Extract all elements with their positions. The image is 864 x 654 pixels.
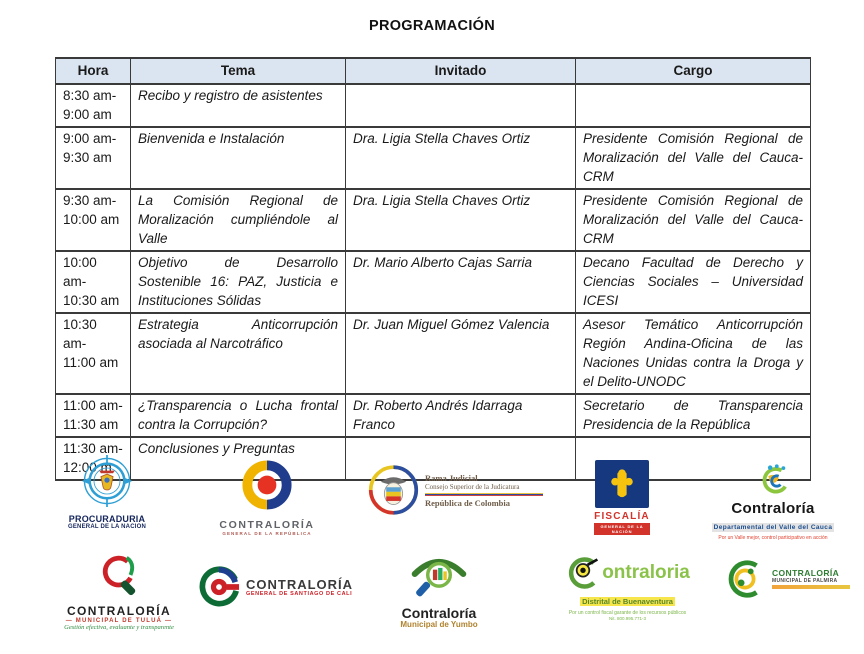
cell-hora: 9:30 am- 10:00 am <box>55 188 131 252</box>
procuraduria-sublabel: GENERAL DE LA NACION <box>67 524 146 530</box>
table-header-row: Hora Tema Invitado Cargo <box>55 57 811 85</box>
cell-invitado: Dra. Ligia Stella Chaves Ortiz <box>345 126 576 190</box>
cell-hora: 9:00 am- 9:30 am <box>55 126 131 190</box>
cell-invitado: Dr. Mario Alberto Cajas Sarria <box>345 250 576 314</box>
table-row: 8:30 am- 9:00 am Recibo y registro de as… <box>55 83 811 128</box>
cell-invitado: Dr. Roberto Andrés Idarraga Franco <box>345 393 576 438</box>
cell-invitado: Dr. Juan Miguel Gómez Valencia <box>345 312 576 395</box>
contraloria-valle-tagline: Por un Valle mejor, control participativ… <box>718 535 828 541</box>
tricolor-rule <box>425 492 543 496</box>
logo-rama-judicial: Rama Judicial Consejo Superior de la Jud… <box>368 462 543 518</box>
table-row: 10:00 am- 10:30 am Objetivo de Desarroll… <box>55 250 811 314</box>
rama-judicial-line1: Rama Judicial <box>425 472 478 483</box>
cell-cargo <box>575 436 811 481</box>
palmira-tagline-bar <box>772 585 850 589</box>
cell-cargo: Secretario de Transparencia Presidencia … <box>575 393 811 438</box>
tulua-magnifier-icon <box>102 555 136 596</box>
contraloria-general-label: CONTRALORÍA <box>219 519 315 531</box>
cell-hora: 10:00 am- 10:30 am <box>55 250 131 314</box>
contraloria-buenaventura-tagline: Por un control fiscal garante de los rec… <box>568 610 687 616</box>
contraloria-general-sublabel: GENERAL DE LA REPÚBLICA <box>222 531 312 536</box>
fiscalia-label: FISCALÍA <box>594 511 650 522</box>
col-header-invitado: Invitado <box>345 57 576 85</box>
rama-judicial-emblem-icon <box>368 465 419 515</box>
contraloria-cali-sublabel: GENERAL DE SANTIAGO DE CALI <box>246 590 353 597</box>
contraloria-valle-icon <box>762 464 787 494</box>
cell-tema: La Comisión Regional de Moralización cum… <box>130 188 346 252</box>
contraloria-general-ring-icon <box>242 460 292 510</box>
page-title: PROGRAMACIÓN <box>368 18 496 34</box>
logo-procuraduria: PROCURADURIA GENERAL DE LA NACION <box>58 455 156 530</box>
cell-tema: Conclusiones y Preguntas <box>130 436 346 481</box>
contraloria-valle-label: Contraloría <box>731 500 815 517</box>
fiscalia-sublabel: GENERAL DE LA NACIÓN <box>594 523 650 535</box>
palmira-text: CONTRALORÍA MUNICIPAL DE PALMIRA <box>772 569 850 589</box>
cell-cargo: Presidente Comisión Regional de Moraliza… <box>575 188 811 252</box>
table-row: 11:30 am- 12:00 m Conclusiones y Pregunt… <box>55 436 811 481</box>
logo-contraloria-valle: Contraloría Departamental del Valle del … <box>698 462 848 541</box>
cell-cargo: Decano Facultad de Derecho y Ciencias So… <box>575 250 811 314</box>
contraloria-yumbo-label: Contraloría <box>401 605 477 621</box>
logo-contraloria-buenaventura: ontraloria Distrital de Buenaventura Por… <box>540 555 715 621</box>
rama-judicial-line2: Consejo Superior de la Judicatura <box>425 482 520 491</box>
logo-contraloria-palmira: CONTRALORÍA MUNICIPAL DE PALMIRA <box>724 558 856 600</box>
rama-judicial-text: Rama Judicial Consejo Superior de la Jud… <box>425 473 543 508</box>
cell-cargo: Asesor Temático Anticorrupción Región An… <box>575 312 811 395</box>
cell-hora: 11:30 am- 12:00 m <box>55 436 131 481</box>
logo-contraloria-general: CONTRALORÍA GENERAL DE LA REPÚBLICA <box>212 460 322 536</box>
cell-hora: 11:00 am- 11:30 am <box>55 393 131 438</box>
fiscalia-puzzle-icon <box>595 460 649 508</box>
col-header-tema: Tema <box>130 57 346 85</box>
cell-invitado <box>345 83 576 128</box>
cali-text: CONTRALORÍA GENERAL DE SANTIAGO DE CALI <box>246 578 353 597</box>
cell-invitado <box>345 436 576 481</box>
table-row: 9:00 am- 9:30 am Bienvenida e Instalació… <box>55 126 811 190</box>
table-row: 11:00 am- 11:30 am ¿Transparencia o Luch… <box>55 393 811 438</box>
contraloria-valle-sublabel: Departamental del Valle del Cauca <box>711 523 835 532</box>
procuraduria-label: PROCURADURIA <box>68 514 146 524</box>
yumbo-magnifier-icon <box>411 558 467 597</box>
contraloria-tulua-label: CONTRALORÍA <box>66 604 172 618</box>
logo-fiscalia: FISCALÍA GENERAL DE LA NACIÓN <box>578 460 666 535</box>
contraloria-buenaventura-label: ontraloria <box>602 562 690 583</box>
programacion-table: Hora Tema Invitado Cargo 8:30 am- 9:00 a… <box>55 57 811 481</box>
contraloria-palmira-label: CONTRALORÍA <box>772 568 840 578</box>
cell-tema: Bienvenida e Instalación <box>130 126 346 190</box>
rama-judicial-line3: República de Colombia <box>425 497 511 508</box>
table-row: 10:30 am- 11:00 am Estrategia Anticorrup… <box>55 312 811 395</box>
contraloria-palmira-sublabel: MUNICIPAL DE PALMIRA <box>772 578 838 584</box>
cell-tema: Objetivo de Desarrollo Sostenible 16: PA… <box>130 250 346 314</box>
cell-cargo <box>575 83 811 128</box>
cell-hora: 10:30 am- 11:00 am <box>55 312 131 395</box>
cell-tema: Recibo y registro de asistentes <box>130 83 346 128</box>
contraloria-buenaventura-nit: Nit. 800.995.771-3 <box>608 616 647 621</box>
contraloria-tulua-tagline: Gestión efectiva, evaluante y transparen… <box>64 624 174 631</box>
palmira-ring-icon <box>728 560 758 598</box>
buenaventura-eye-icon <box>569 557 599 589</box>
table-row: 9:30 am- 10:00 am La Comisión Regional d… <box>55 188 811 252</box>
contraloria-tulua-sublabel: — MUNICIPAL DE TULUÁ — <box>65 618 173 624</box>
cell-hora: 8:30 am- 9:00 am <box>55 83 131 128</box>
col-header-hora: Hora <box>55 57 131 85</box>
logo-contraloria-cali: CONTRALORÍA GENERAL DE SANTIAGO DE CALI <box>198 566 358 608</box>
cali-circle-icon <box>199 566 240 607</box>
col-header-cargo: Cargo <box>575 57 811 85</box>
contraloria-buenaventura-sublabel: Distrital de Buenaventura <box>580 597 675 606</box>
cell-tema: ¿Transparencia o Lucha frontal contra la… <box>130 393 346 438</box>
logo-contraloria-tulua: CONTRALORÍA — MUNICIPAL DE TULUÁ — Gesti… <box>55 552 183 631</box>
cell-cargo: Presidente Comisión Regional de Moraliza… <box>575 126 811 190</box>
contraloria-yumbo-sublabel: Municipal de Yumbo <box>400 620 478 629</box>
procuraduria-emblem-icon <box>81 455 133 507</box>
cell-invitado: Dra. Ligia Stella Chaves Ortiz <box>345 188 576 252</box>
contraloria-cali-label: CONTRALORÍA <box>246 576 354 592</box>
logo-contraloria-yumbo: Contraloría Municipal de Yumbo <box>380 548 498 629</box>
cell-tema: Estrategia Anticorrupción asociada al Na… <box>130 312 346 395</box>
